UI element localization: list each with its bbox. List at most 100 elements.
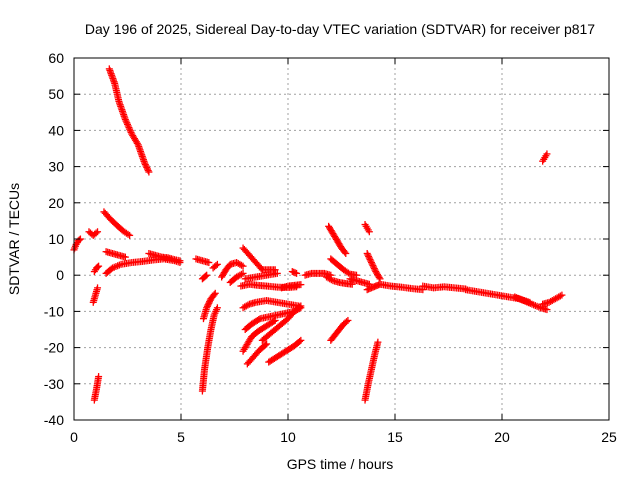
data-point [124,230,132,238]
data-point [363,249,371,257]
data-point [543,150,551,158]
data-point [273,269,281,277]
y-tick-label: 0 [56,267,64,283]
data-point [145,168,153,176]
x-tick-label: 20 [494,429,510,445]
data-point [543,306,551,314]
data-point [366,256,374,264]
data-point [126,127,134,135]
data-point [241,344,249,352]
data-point [556,292,564,300]
data-point [144,167,152,175]
data-point [368,260,376,268]
data-point [95,262,103,270]
data-point [239,269,247,277]
axis-ticks [73,57,610,421]
data-point [237,270,245,278]
data-point [92,229,100,237]
data-point [365,252,373,260]
data-point [558,291,566,299]
data-point [342,249,350,257]
data-point [75,236,83,244]
data-point [296,303,304,311]
x-tick-label: 0 [70,429,78,445]
data-point [374,338,382,346]
data-point [143,164,151,172]
y-tick-label: 30 [48,159,64,175]
data-point [365,228,373,236]
data-point [95,373,103,381]
data-point [204,301,212,309]
y-tick-label: 40 [48,122,64,138]
data-point [142,162,150,170]
data-point [123,119,131,127]
data-point [364,251,372,259]
data-point [297,281,305,289]
data-point [239,262,247,270]
data-point [344,269,352,277]
data-point [122,117,130,125]
data-points [70,65,566,404]
data-point [121,253,129,261]
data-point [367,257,375,265]
data-point [205,299,213,307]
x-tick-label: 15 [387,429,403,445]
data-point [203,304,211,312]
data-point [237,261,245,269]
grid-lines [74,58,609,420]
data-point [141,160,149,168]
data-point [94,228,102,236]
data-point [375,273,383,281]
y-tick-label: -20 [44,340,64,356]
data-point [261,341,269,349]
x-tick-label: 25 [601,429,617,445]
data-point [210,291,218,299]
y-tick-labels: -40 -30 -20 -10 0 10 20 30 40 50 60 [44,50,64,428]
data-point [271,316,279,324]
data-point [94,284,102,292]
data-point [211,289,219,297]
data-point [212,262,220,270]
data-point [205,259,213,267]
data-point [213,304,221,312]
y-tick-label: 50 [48,86,64,102]
y-tick-label: 10 [48,231,64,247]
data-point [126,231,134,239]
data-point [370,263,378,271]
data-point [367,259,375,267]
data-point [263,340,271,348]
data-point [365,254,373,262]
x-tick-labels: 0 5 10 15 20 25 [70,429,617,445]
data-point [143,165,151,173]
x-tick-label: 5 [177,429,185,445]
data-point [296,337,304,345]
data-point [293,269,301,277]
data-point [125,124,133,132]
data-point [121,116,129,124]
data-point [202,272,210,280]
data-point [365,280,373,288]
data-point [370,265,378,273]
y-tick-label: -30 [44,376,64,392]
data-point [206,298,214,306]
data-point [133,139,141,147]
data-point [126,125,134,133]
data-point [176,257,184,265]
y-tick-label: 60 [48,50,64,66]
data-point [244,301,252,309]
data-point [124,122,132,130]
x-tick-label: 10 [280,429,296,445]
data-point [124,120,131,128]
data-point [94,263,102,271]
data-point [297,336,305,344]
data-point [342,318,350,326]
data-point [327,276,335,284]
data-point [341,248,349,256]
y-tick-label: -10 [44,303,64,319]
y-tick-label: 20 [48,195,64,211]
data-point [344,316,352,324]
x-axis-label: GPS time / hours [287,456,394,472]
y-tick-label: -40 [44,412,64,428]
y-axis-label: SDTVAR / TECUs [6,183,22,295]
